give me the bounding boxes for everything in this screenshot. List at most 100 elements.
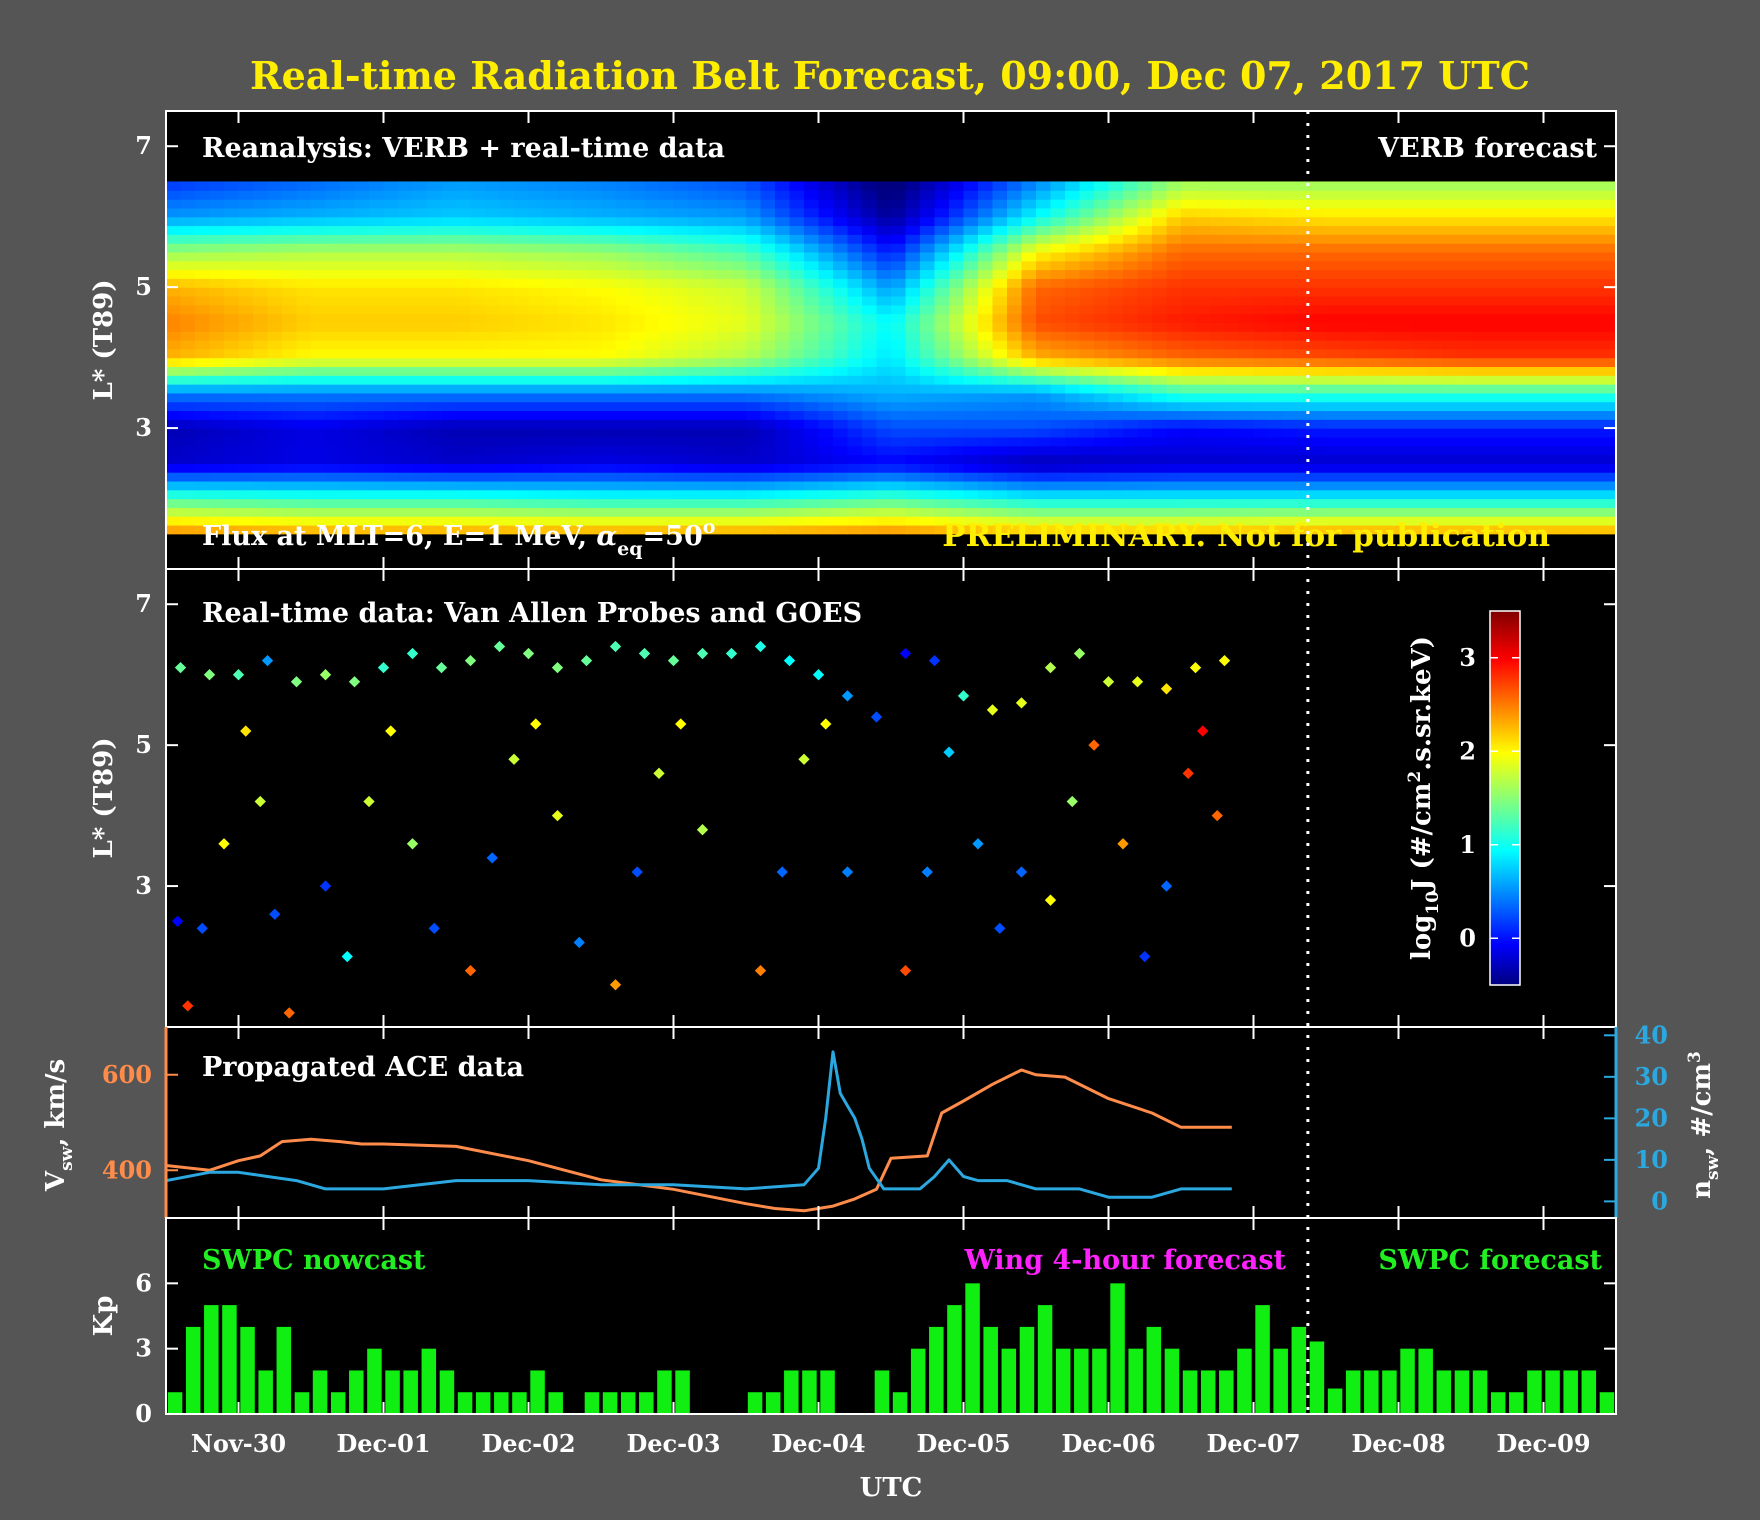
heatmap-cell [963, 216, 979, 227]
heatmap-cell [514, 516, 530, 526]
heatmap-cell [905, 234, 921, 244]
heatmap-cell [1079, 260, 1095, 271]
heatmap-cell [1166, 322, 1182, 332]
heatmap-cell [746, 428, 762, 438]
heatmap-cell [1253, 507, 1269, 517]
heatmap-cell [1021, 234, 1037, 244]
heatmap-cell [1079, 278, 1095, 288]
heatmap-cell [1311, 340, 1327, 350]
heatmap-cell [1181, 507, 1197, 517]
heatmap-cell [1529, 472, 1545, 482]
heatmap-cell [891, 234, 907, 244]
heatmap-cell [1529, 428, 1545, 438]
heatmap-cell [514, 287, 530, 297]
swpc-forecast-label: SWPC forecast [1378, 1245, 1602, 1276]
heatmap-cell [1050, 428, 1066, 438]
heatmap-cell [760, 516, 776, 526]
heatmap-cell [1543, 384, 1559, 394]
heatmap-cell [296, 199, 312, 209]
heatmap-cell [1079, 331, 1095, 341]
heatmap-cell [717, 207, 733, 218]
heatmap-cell [543, 392, 559, 403]
heatmap-cell [1340, 498, 1356, 508]
heatmap-cell [253, 313, 269, 323]
heatmap-cell [296, 340, 312, 350]
heatmap-cell [325, 313, 341, 323]
heatmap-cell [789, 445, 805, 456]
heatmap-cell [528, 331, 544, 341]
heatmap-cell [1311, 313, 1327, 323]
kp-nowcast-bar [675, 1370, 690, 1414]
heatmap-cell [1558, 278, 1574, 288]
heatmap-cell [615, 384, 631, 394]
heatmap-cell [369, 181, 385, 191]
heatmap-cell [238, 463, 254, 473]
heatmap-cell [1485, 260, 1501, 271]
heatmap-cell [833, 375, 849, 385]
heatmap-cell [1181, 313, 1197, 323]
heatmap-cell [717, 507, 733, 517]
heatmap-cell [1514, 472, 1530, 482]
heatmap-cell [949, 480, 965, 491]
kp-nowcast-bar [1128, 1348, 1143, 1414]
heatmap-cell [1558, 199, 1574, 209]
heatmap-cell [601, 366, 617, 376]
heatmap-cell [166, 313, 182, 323]
heatmap-cell [1224, 331, 1240, 341]
heatmap-cell [180, 384, 196, 394]
heatmap-cell [1471, 375, 1487, 385]
heatmap-cell [1065, 207, 1081, 218]
heatmap-cell [688, 524, 704, 535]
heatmap-cell [1079, 375, 1095, 385]
heatmap-cell [1456, 410, 1472, 420]
heatmap-cell [702, 251, 718, 262]
heatmap-cell [659, 295, 675, 306]
heatmap-cell [528, 401, 544, 412]
heatmap-cell [920, 392, 936, 403]
heatmap-cell [789, 419, 805, 429]
heatmap-cell [282, 287, 298, 297]
heatmap-cell [1050, 331, 1066, 341]
heatmap-cell [340, 445, 356, 456]
heatmap-cell [818, 384, 834, 394]
heatmap-cell [499, 207, 515, 218]
heatmap-cell [267, 269, 283, 279]
kp-forecast-bar [1364, 1370, 1379, 1414]
heatmap-cell [296, 295, 312, 306]
heatmap-cell [1529, 498, 1545, 508]
heatmap-cell [1021, 384, 1037, 394]
heatmap-cell [238, 199, 254, 209]
heatmap-cell [1384, 463, 1400, 473]
heatmap-cell [1311, 304, 1327, 315]
heatmap-cell [282, 278, 298, 288]
heatmap-cell [1601, 463, 1616, 473]
heatmap-cell [717, 428, 733, 438]
heatmap-cell [601, 410, 617, 420]
heatmap-cell [1253, 463, 1269, 473]
heatmap-cell [514, 384, 530, 394]
kp-nowcast-bar [929, 1326, 944, 1414]
heatmap-cell [180, 234, 196, 244]
heatmap-cell [1007, 524, 1023, 535]
heatmap-cell [992, 243, 1008, 253]
heatmap-cell [601, 260, 617, 271]
heatmap-cell [1268, 260, 1284, 271]
heatmap-cell [615, 507, 631, 517]
heatmap-cell [354, 348, 370, 359]
heatmap-cell [1369, 216, 1385, 227]
heatmap-cell [557, 375, 573, 385]
heatmap-cell [543, 472, 559, 482]
heatmap-cell [1268, 295, 1284, 306]
heatmap-cell [1398, 313, 1414, 323]
heatmap-cell [1123, 181, 1139, 191]
heatmap-cell [688, 428, 704, 438]
heatmap-cell [673, 181, 689, 191]
heatmap-cell [1007, 384, 1023, 394]
heatmap-cell [862, 419, 878, 429]
heatmap-cell [485, 348, 501, 359]
heatmap-cell [1065, 348, 1081, 359]
heatmap-cell [1514, 375, 1530, 385]
heatmap-cell [383, 331, 399, 341]
heatmap-cell [818, 454, 834, 464]
kp-forecast-bar [1345, 1370, 1361, 1414]
